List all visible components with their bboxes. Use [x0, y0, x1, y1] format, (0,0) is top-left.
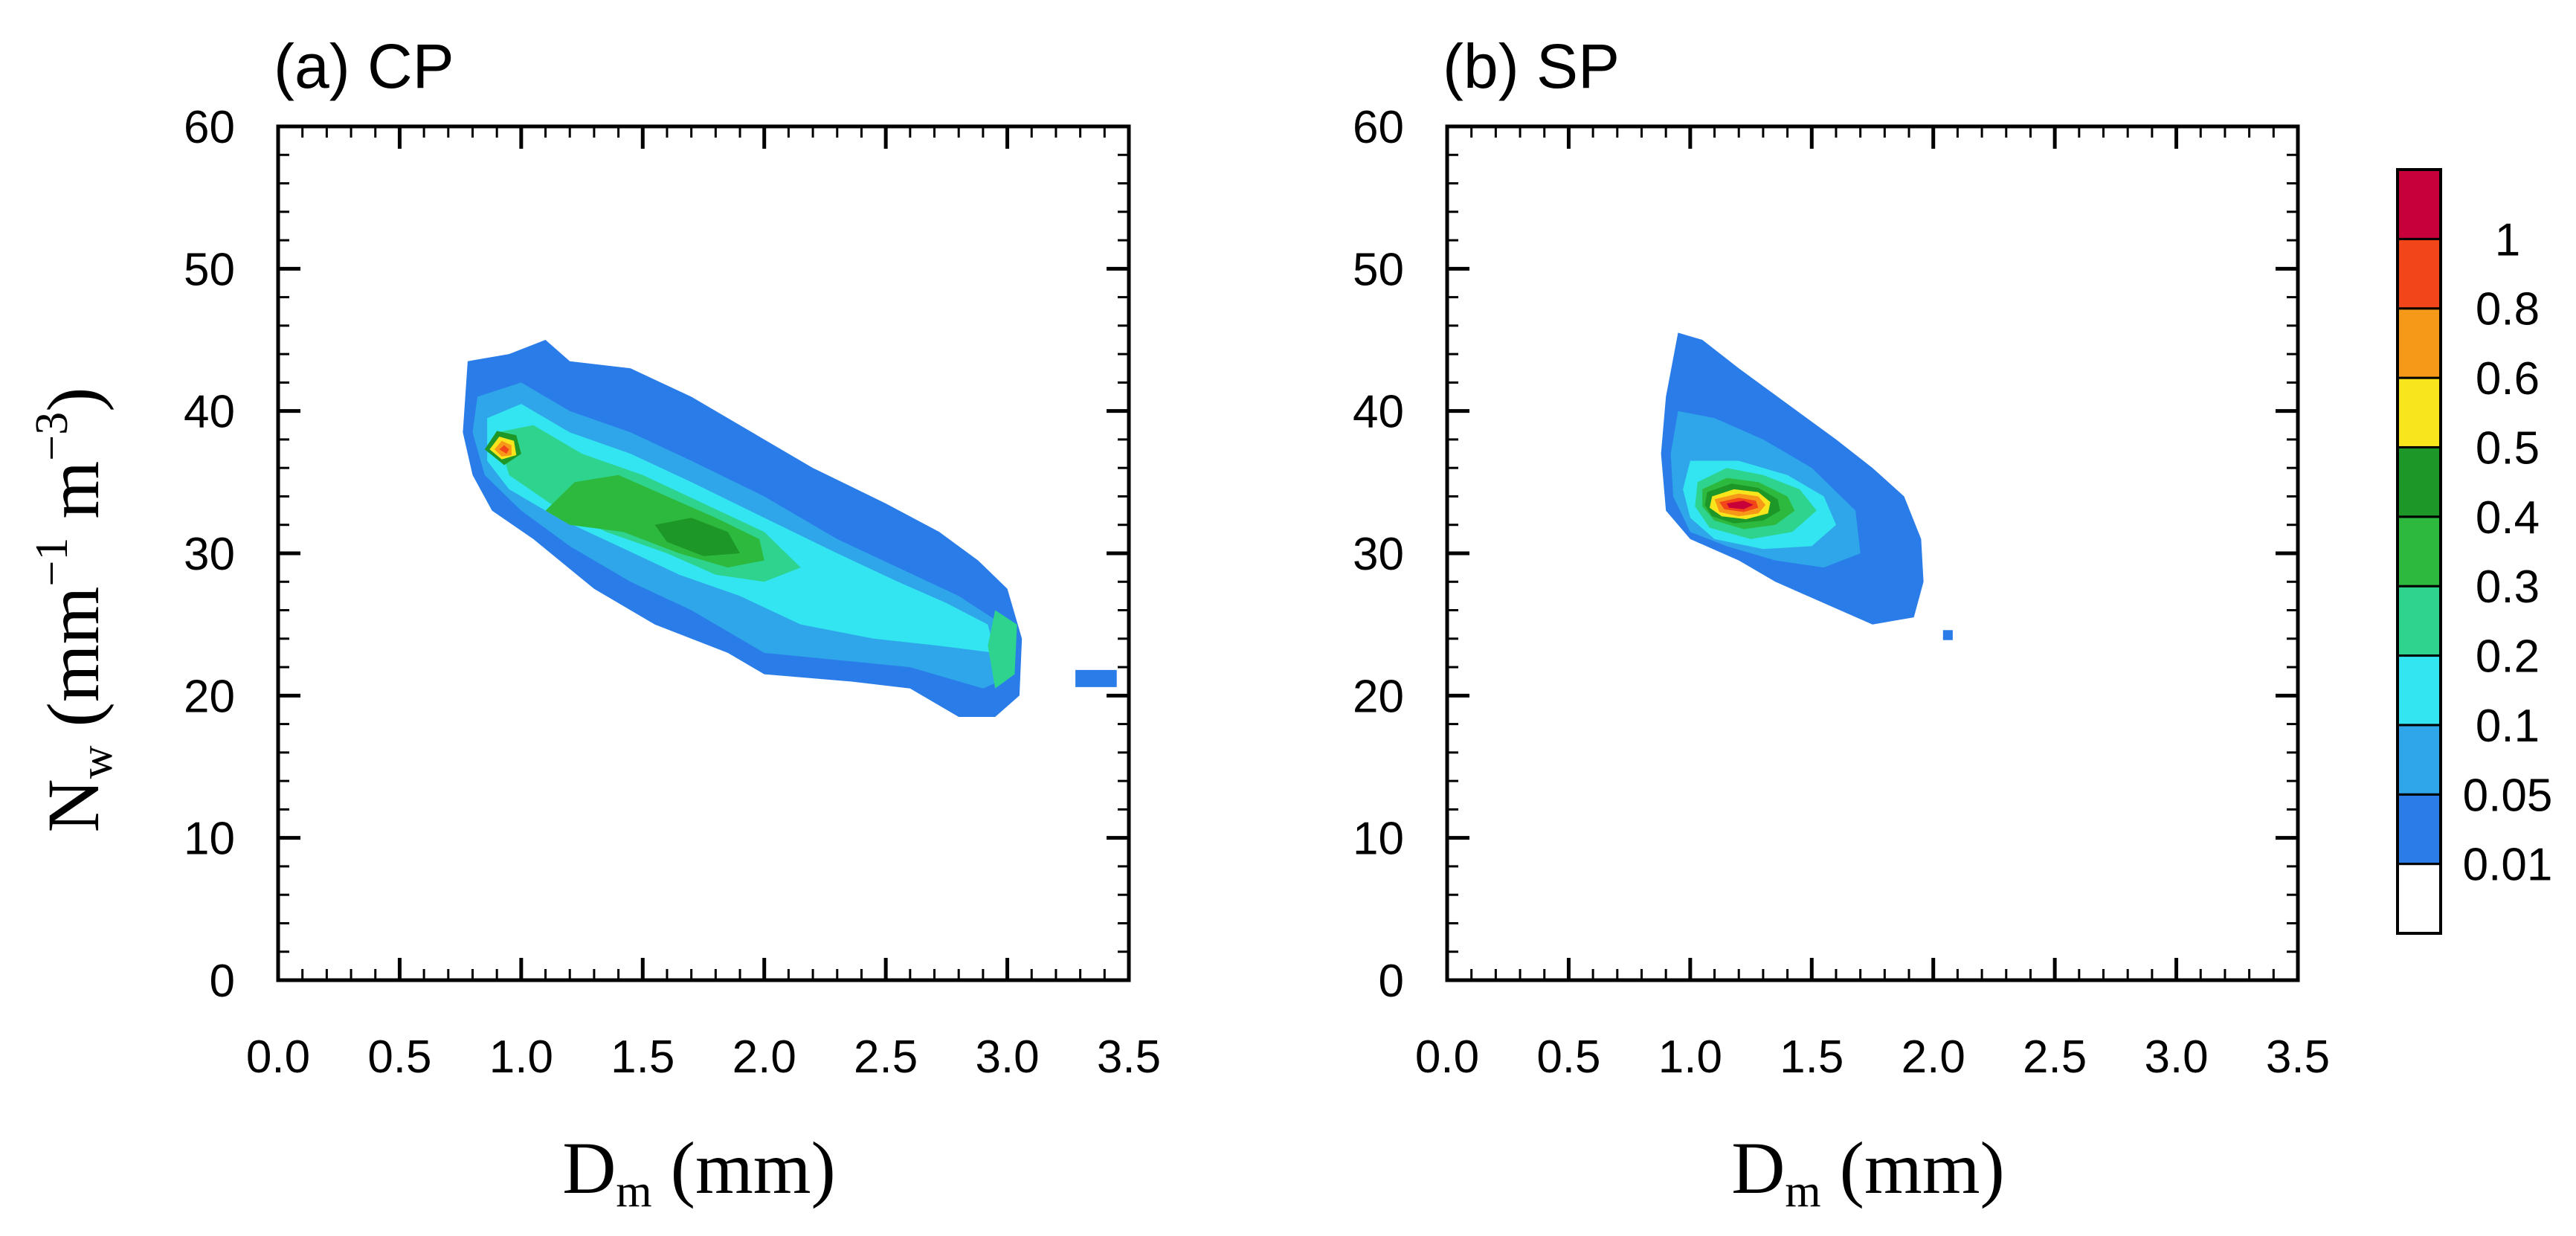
colorbar-swatch: [2396, 793, 2442, 866]
y-tick-label-cp: 50: [184, 244, 235, 295]
y-axis-label-exp1: −1: [27, 538, 77, 587]
x-tick-label-sp: 1.0: [1658, 1031, 1722, 1083]
y-tick-label-cp: 20: [184, 671, 235, 722]
y-tick-label-cp: 0: [210, 956, 235, 1007]
y-axis-label-sub: w: [71, 745, 122, 779]
panel-cp-heatmap: [463, 340, 1117, 717]
y-axis-label: Nw (mm−1 m−3): [27, 387, 122, 833]
x-axis-label-sp-sub: m: [1785, 1166, 1820, 1217]
colorbar-frame: [2396, 168, 2442, 935]
x-axis-label-sp: Dm (mm): [1731, 1127, 2005, 1217]
y-axis-label-main: N: [32, 779, 115, 832]
colorbar-swatch: [2396, 515, 2442, 588]
x-tick-label-cp: 3.5: [1097, 1031, 1161, 1083]
colorbar-label: 1: [2495, 214, 2520, 265]
y-axis-label-rest: (mm: [32, 587, 115, 746]
colorbar-label: 0.4: [2476, 492, 2540, 544]
panel-sp-heatmap: [1661, 332, 1953, 640]
x-tick-label-sp: 3.5: [2266, 1031, 2330, 1083]
contour-region-cp-11: [499, 445, 509, 454]
x-tick-label-cp: 1.0: [489, 1031, 553, 1083]
panel-cp: 0.0 0.5 1.0 1.5 2.0 2.5 3.0 3.5 0 10 20 30 40 50 60 (a…: [184, 31, 1161, 1083]
colorbar: 1 0.8 0.6 0.5 0.4 0.3 0.2 0.1 0.05 0.01: [2396, 168, 2553, 935]
x-tick-label-cp: 0.0: [246, 1031, 310, 1083]
contour-region-sp-10: [1726, 500, 1754, 509]
colorbar-label: 0.2: [2476, 631, 2540, 683]
y-tick-label-sp: 0: [1379, 956, 1404, 1007]
colorbar-label: 0.05: [2463, 770, 2553, 821]
colorbar-label: 0.3: [2476, 561, 2540, 613]
colorbar-swatch: [2396, 376, 2442, 448]
contour-region-cp-5: [988, 610, 1017, 689]
x-axis-label-cp-rest: (mm): [652, 1127, 836, 1209]
panel-sp-tick-labels: 0.0 0.5 1.0 1.5 2.0 2.5 3.0 3.5 0 10 20 30 40 50 60: [1353, 102, 2330, 1083]
y-tick-label-sp: 10: [1353, 814, 1404, 865]
x-tick-label-sp: 3.0: [2144, 1031, 2208, 1083]
colorbar-label: 0.01: [2463, 840, 2553, 891]
x-tick-label-cp: 1.5: [611, 1031, 674, 1083]
colorbar-label: 0.5: [2476, 422, 2540, 474]
colorbar-swatch: [2396, 237, 2442, 310]
panel-cp-title: (a) CP: [274, 31, 454, 101]
x-axis-label-cp-sub: m: [616, 1166, 651, 1217]
x-tick-label-sp: 0.5: [1536, 1031, 1600, 1083]
y-tick-label-sp: 60: [1353, 102, 1404, 153]
colorbar-label: 0.6: [2476, 353, 2540, 405]
colorbar-label: 0.1: [2476, 701, 2540, 752]
colorbar-swatch: [2396, 307, 2442, 379]
colorbar-swatch: [2396, 724, 2442, 796]
y-tick-label-cp: 10: [184, 814, 235, 865]
contour-region-cp-1: [1075, 669, 1117, 687]
colorbar-swatch: [2396, 445, 2442, 518]
x-tick-label-sp: 1.5: [1780, 1031, 1844, 1083]
x-tick-label-cp: 0.5: [367, 1031, 431, 1083]
y-tick-label-sp: 20: [1353, 671, 1404, 722]
panel-cp-tick-labels: 0.0 0.5 1.0 1.5 2.0 2.5 3.0 3.5 0 10 20 30 40 50 60: [184, 102, 1161, 1083]
x-axis-label-sp-rest: (mm): [1821, 1127, 2005, 1209]
panel-sp-title: (b) SP: [1443, 31, 1620, 101]
colorbar-swatch: [2396, 168, 2442, 240]
y-tick-label-cp: 40: [184, 387, 235, 438]
y-tick-label-cp: 30: [184, 529, 235, 580]
y-axis-label-exp2: −3: [27, 412, 77, 461]
colorbar-swatch: [2396, 863, 2442, 935]
x-axis-label-sp-main: D: [1731, 1127, 1785, 1209]
panel-sp-ticks: [1445, 124, 2300, 982]
y-axis-label-close: ): [32, 387, 115, 412]
x-tick-label-cp: 2.0: [732, 1031, 796, 1083]
x-tick-label-sp: 2.0: [1902, 1031, 1965, 1083]
colorbar-swatch: [2396, 654, 2442, 727]
y-tick-label-sp: 40: [1353, 387, 1404, 438]
y-axis-label-mid: m: [32, 461, 115, 538]
panel-sp: 0.0 0.5 1.0 1.5 2.0 2.5 3.0 3.5 0 10 20 30 40 50 60 (b…: [1353, 31, 2330, 1083]
y-tick-label-sp: 30: [1353, 529, 1404, 580]
panel-cp-ticks: [276, 124, 1131, 982]
colorbar-swatch: [2396, 585, 2442, 657]
x-tick-label-sp: 0.0: [1415, 1031, 1479, 1083]
x-tick-label-cp: 2.5: [854, 1031, 918, 1083]
contour-region-cp-7: [654, 518, 740, 556]
colorbar-label: 0.8: [2476, 284, 2540, 335]
x-tick-label-cp: 3.0: [975, 1031, 1039, 1083]
x-axis-label-cp: Dm (mm): [562, 1127, 836, 1217]
y-tick-label-sp: 50: [1353, 244, 1404, 295]
x-tick-label-sp: 2.5: [2023, 1031, 2087, 1083]
y-tick-label-cp: 60: [184, 102, 235, 153]
x-axis-label-cp-main: D: [562, 1127, 616, 1209]
contour-region-sp-1: [1942, 630, 1953, 640]
